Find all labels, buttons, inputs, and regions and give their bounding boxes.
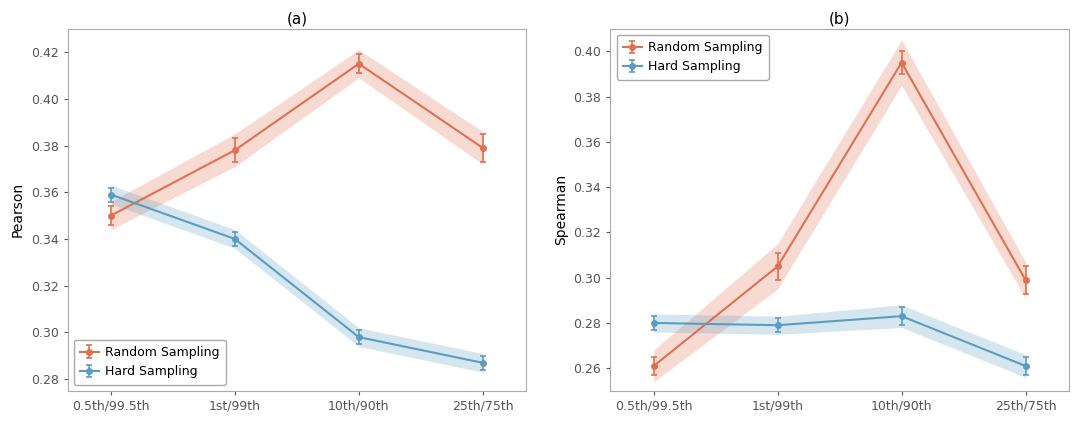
Y-axis label: Pearson: Pearson xyxy=(11,182,25,237)
Title: (b): (b) xyxy=(828,11,850,26)
Title: (a): (a) xyxy=(286,11,308,26)
Legend: Random Sampling, Hard Sampling: Random Sampling, Hard Sampling xyxy=(73,340,226,385)
Legend: Random Sampling, Hard Sampling: Random Sampling, Hard Sampling xyxy=(617,35,769,80)
Y-axis label: Spearman: Spearman xyxy=(554,174,568,245)
